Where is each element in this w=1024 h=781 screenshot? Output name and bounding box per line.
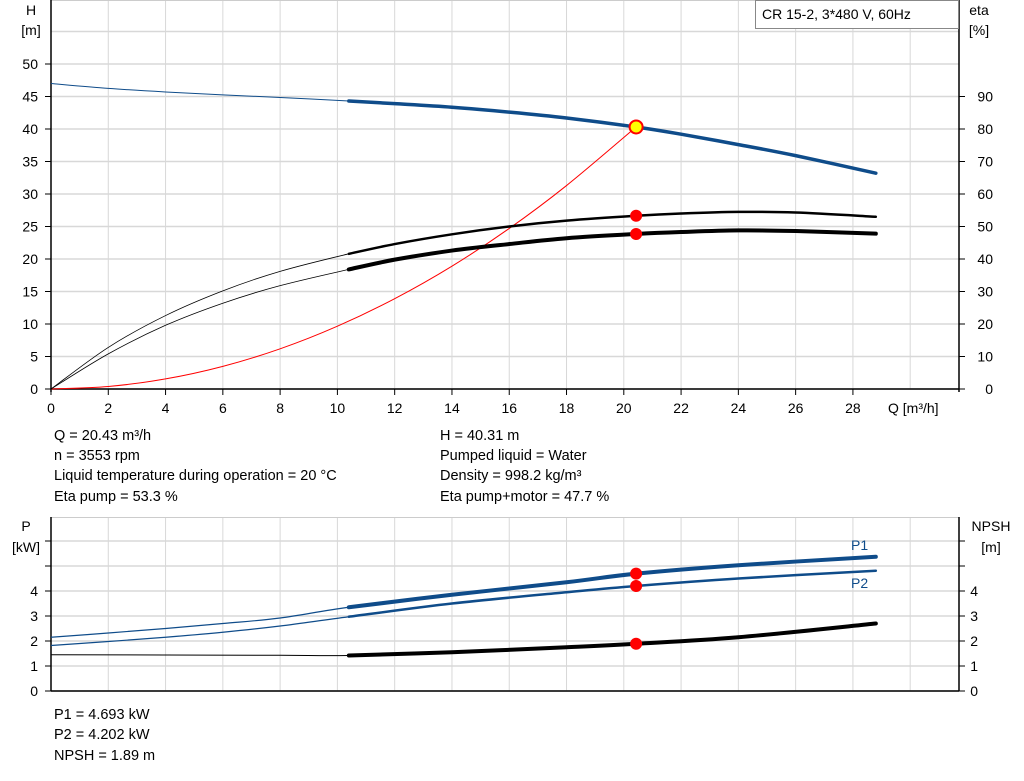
y2-tick-label: 4 [970, 583, 978, 599]
x-tick-label: 0 [47, 400, 55, 416]
y-tick-label: 35 [22, 154, 38, 170]
y-tick-label: 20 [22, 251, 38, 267]
p2-curve [347, 569, 878, 618]
x-axis-title: Q [m³/h] [888, 400, 939, 416]
y2-axis-title: eta [969, 2, 989, 18]
x-tick-label: 18 [559, 400, 575, 416]
x-tick-label: 16 [501, 400, 517, 416]
x-tick-label: 22 [673, 400, 689, 416]
info-h: H = 40.31 m [440, 428, 520, 444]
operating-points [628, 119, 644, 650]
p2-label: P2 [851, 575, 868, 591]
info-eta-pump: Eta pump = 53.3 % [54, 489, 178, 505]
info-eta-total: Eta pump+motor = 47.7 % [440, 489, 610, 505]
info-n: n = 3553 rpm [54, 448, 140, 464]
info-q: Q = 20.43 m³/h [54, 428, 152, 444]
p1-curve-thin [50, 556, 876, 638]
curves [50, 83, 878, 658]
y-tick-label: 1 [30, 658, 38, 674]
y-tick-label: 5 [30, 349, 38, 365]
legend-text: CR 15-2, 3*480 V, 60Hz [762, 6, 911, 22]
x-tick-label: 6 [219, 400, 227, 416]
p1-label: P1 [851, 537, 868, 553]
y-tick-label: 3 [30, 608, 38, 624]
head-curve [347, 99, 878, 175]
info-p2: P2 = 4.202 kW [54, 727, 150, 743]
info-p1: P1 = 4.693 kW [54, 707, 150, 723]
axis-labels: 0 2 4 6 8 10 12 14 16 18 20 22 24 26 28051015202530354… [12, 0, 1011, 699]
x-tick-label: 10 [330, 400, 346, 416]
y2-axis-unit: [m] [981, 539, 1000, 555]
y2-tick-label: 60 [977, 186, 993, 202]
duty-point-eta-total [630, 227, 643, 240]
y-axis-unit: [m] [21, 22, 40, 38]
y2-tick-label: 90 [977, 89, 993, 105]
x-tick-label: 8 [276, 400, 284, 416]
y2-tick-label: 0 [970, 683, 978, 699]
y2-tick-label: 3 [970, 608, 978, 624]
y-tick-label: 0 [30, 381, 38, 397]
duty-point-head [628, 119, 644, 135]
y2-axis-title: NPSH [972, 518, 1011, 534]
y-tick-label: 2 [30, 633, 38, 649]
x-tick-label: 12 [387, 400, 403, 416]
y2-tick-label: 10 [977, 349, 993, 365]
y2-tick-label: 30 [977, 284, 993, 300]
y2-tick-label: 40 [977, 251, 993, 267]
info-density: Density = 998.2 kg/m³ [440, 468, 582, 484]
y-tick-label: 45 [22, 89, 38, 105]
y2-tick-label: 80 [977, 121, 993, 137]
y2-axis-unit: [%] [969, 22, 989, 38]
y2-tick-label: 1 [970, 658, 978, 674]
x-tick-label: 14 [444, 400, 460, 416]
eta-total-curve-thin [50, 229, 876, 390]
y-axis-unit: [kW] [12, 539, 40, 555]
y-tick-label: 50 [22, 56, 38, 72]
system-curve-thin [50, 126, 637, 390]
y-tick-label: 0 [30, 683, 38, 699]
duty-point-eta-pump [630, 209, 643, 222]
y-tick-label: 10 [22, 316, 38, 332]
npsh-curve [346, 621, 878, 658]
info-liquid: Pumped liquid = Water [440, 448, 587, 464]
y2-tick-label: 2 [970, 633, 978, 649]
y2-tick-label: 20 [977, 316, 993, 332]
bottom-grid [45, 517, 965, 692]
info-npsh: NPSH = 1.89 m [54, 748, 156, 764]
y-axis-title: P [21, 518, 30, 534]
top-grid [45, 0, 965, 395]
legend-box [755, 0, 959, 29]
x-tick-label: 20 [616, 400, 632, 416]
eta-pump-curve-thin [50, 211, 876, 390]
p1-curve [346, 554, 878, 610]
y-axis-title: H [26, 2, 36, 18]
info-temp: Liquid temperature during operation = 20… [54, 468, 337, 484]
duty-point-p1 [630, 567, 643, 580]
y-tick-label: 15 [22, 284, 38, 300]
y2-tick-label: 70 [977, 154, 993, 170]
x-tick-label: 28 [845, 400, 861, 416]
eta-total-curve [346, 228, 878, 272]
eta-pump-curve [347, 210, 878, 256]
y2-tick-label: 0 [985, 381, 993, 397]
y2-tick-label: 50 [977, 219, 993, 235]
y-tick-label: 25 [22, 219, 38, 235]
y-tick-label: 4 [30, 583, 38, 599]
x-tick-label: 4 [162, 400, 170, 416]
x-tick-label: 2 [104, 400, 112, 416]
x-tick-label: 24 [731, 400, 747, 416]
duty-point-p2 [630, 579, 643, 592]
y-tick-label: 40 [22, 121, 38, 137]
duty-point-npsh [630, 637, 643, 650]
x-tick-label: 26 [788, 400, 804, 416]
y-tick-label: 30 [22, 186, 38, 202]
